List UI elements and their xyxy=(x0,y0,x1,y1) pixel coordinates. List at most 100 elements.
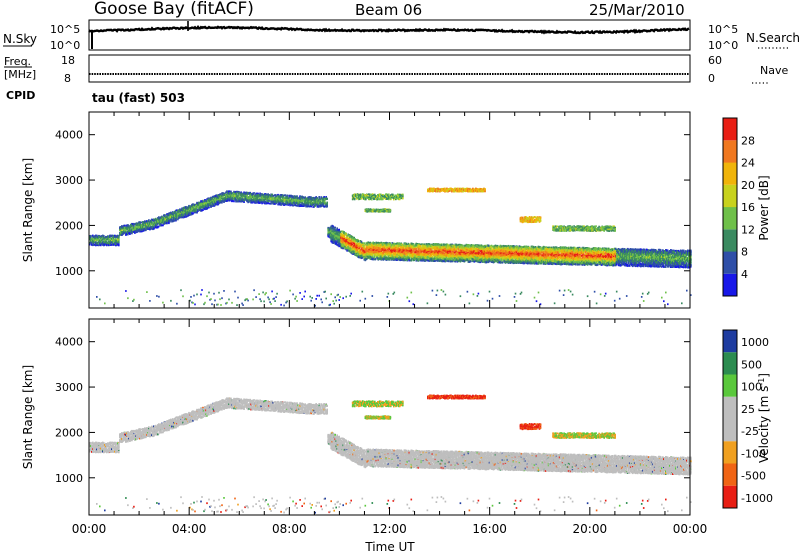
scatter-cell xyxy=(297,200,299,203)
scatter-cell xyxy=(325,205,327,208)
scatter-cell xyxy=(241,193,243,195)
scatter-cell xyxy=(131,224,133,227)
scatter-cell xyxy=(164,222,166,225)
scatter-cell xyxy=(263,197,265,200)
scatter-cell xyxy=(299,196,301,199)
scatter-cell xyxy=(89,237,91,240)
scatter-cell xyxy=(196,202,198,205)
scatter-cell xyxy=(95,235,97,238)
scatter-cell xyxy=(219,196,221,199)
scatter-cell xyxy=(231,200,233,203)
scatter-cell xyxy=(315,196,317,199)
scatter-cell xyxy=(315,199,317,201)
scatter-cell xyxy=(309,196,311,198)
scatter-cell xyxy=(332,242,334,244)
scatter-cell xyxy=(264,196,266,198)
scatter-cell xyxy=(246,192,248,195)
scatter-cell xyxy=(182,212,184,215)
scatter-cell xyxy=(337,234,339,237)
scatter-cell xyxy=(180,215,182,218)
scatter-cell xyxy=(301,298,303,300)
beam-title: Beam 06 xyxy=(355,1,422,19)
scatter-cell xyxy=(163,214,165,217)
scatter-cell xyxy=(134,228,136,231)
scatter-cell xyxy=(133,231,135,233)
scatter-cell xyxy=(215,199,217,202)
scatter-cell xyxy=(154,226,156,229)
scatter-cell xyxy=(250,194,252,197)
scatter-cell xyxy=(261,200,263,202)
scatter-cell xyxy=(220,201,222,204)
scatter-cell xyxy=(262,201,264,203)
scatter-cell xyxy=(252,199,254,201)
scatter-cell xyxy=(144,221,146,224)
scatter-cell xyxy=(105,240,107,243)
scatter-cell xyxy=(271,201,273,204)
scatter-cell xyxy=(131,228,133,230)
scatter-cell xyxy=(302,203,304,206)
scatter-cell xyxy=(248,199,250,202)
scatter-cell xyxy=(213,200,215,203)
scatter-cell xyxy=(216,194,218,197)
scatter-cell xyxy=(182,210,184,213)
scatter-cell xyxy=(325,203,327,206)
scatter-cell xyxy=(168,216,170,219)
scatter-cell xyxy=(208,199,210,202)
scatter-cell xyxy=(328,236,330,238)
scatter-cell xyxy=(206,200,208,202)
scatter-cell xyxy=(336,227,338,230)
scatter-cell xyxy=(255,200,257,202)
scatter-cell xyxy=(323,196,325,198)
scatter-cell xyxy=(333,231,335,234)
scatter-cell xyxy=(103,243,105,245)
scatter-cell xyxy=(208,206,210,209)
scatter-cell xyxy=(342,247,344,250)
scatter-cell xyxy=(216,197,218,200)
scatter-cell xyxy=(153,227,155,230)
scatter-cell xyxy=(142,221,144,223)
scatter-cell xyxy=(91,239,93,242)
scatter-cell xyxy=(316,197,318,200)
scatter-cell xyxy=(336,231,338,234)
scatter-cell xyxy=(328,230,330,232)
scatter-cell xyxy=(201,200,203,203)
scatter-cell xyxy=(321,201,323,204)
scatter-cell xyxy=(277,193,279,196)
scatter-cell xyxy=(122,231,124,233)
scatter-cell xyxy=(283,304,285,307)
scatter-cell xyxy=(252,196,254,199)
scatter-cell xyxy=(275,196,277,199)
scatter-cell xyxy=(144,229,146,232)
scatter-cell xyxy=(113,239,115,241)
scatter-cell xyxy=(217,200,219,202)
scatter-cell xyxy=(199,207,201,210)
scatter-cell xyxy=(163,223,165,225)
scatter-cell xyxy=(162,216,164,219)
scatter-cell xyxy=(309,295,311,298)
scatter-cell xyxy=(138,226,140,229)
scatter-cell xyxy=(312,202,314,204)
scatter-cell xyxy=(319,201,321,203)
scatter-cell xyxy=(234,191,236,194)
scatter-cell xyxy=(115,239,117,242)
scatter-cell xyxy=(316,203,318,206)
scatter-cell xyxy=(139,230,141,233)
scatter-cell xyxy=(272,196,274,199)
scatter-cell xyxy=(177,213,179,215)
nave-hi-label: 60 xyxy=(708,54,722,67)
scatter-cell xyxy=(158,295,160,298)
scatter-cell xyxy=(236,195,238,198)
scatter-cell xyxy=(139,222,141,225)
scatter-cell xyxy=(114,236,116,238)
scatter-cell xyxy=(268,197,270,199)
scatter-cell xyxy=(266,199,268,202)
scatter-cell xyxy=(270,201,272,203)
scatter-cell xyxy=(264,198,266,201)
scatter-cell xyxy=(140,229,142,232)
scatter-cell xyxy=(150,219,152,222)
scatter-cell xyxy=(108,237,110,240)
scatter-cell xyxy=(284,194,286,197)
scatter-cell xyxy=(243,199,245,202)
scatter-cell xyxy=(102,235,104,238)
scatter-cell xyxy=(235,190,237,193)
